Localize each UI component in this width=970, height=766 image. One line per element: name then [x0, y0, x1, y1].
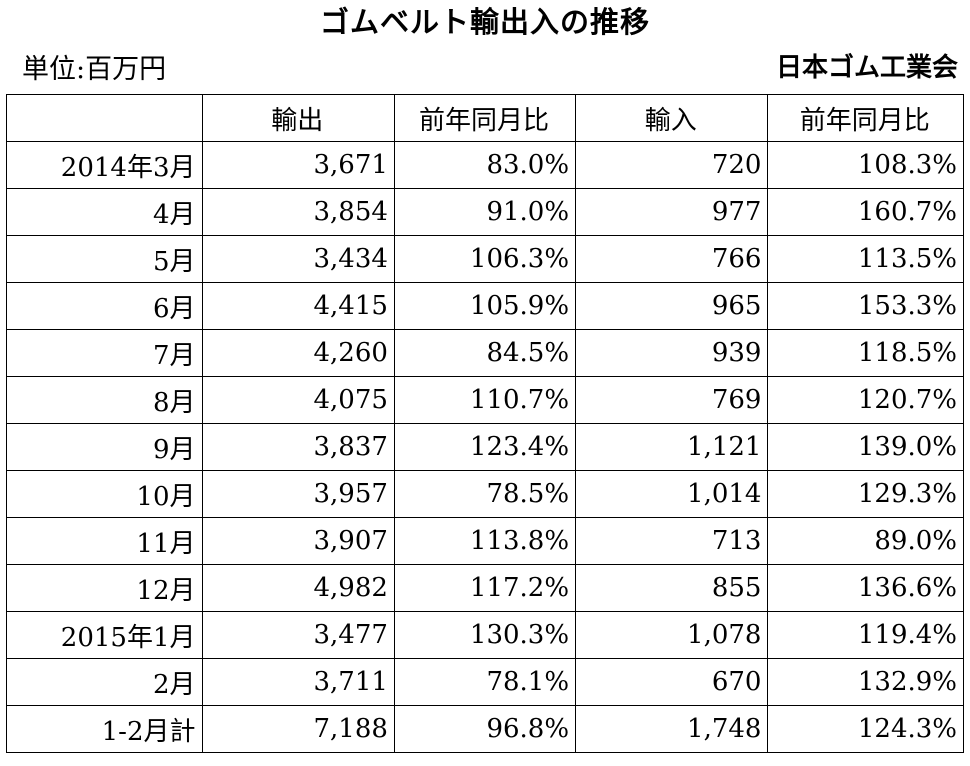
- cell-import: 769: [575, 376, 769, 424]
- cell-period: 4月: [6, 188, 203, 236]
- cell-period: 11月: [6, 517, 203, 565]
- table-row: 2014年3月 3,671 83.0% 720 108.3%: [6, 141, 964, 189]
- cell-import-yoy: 120.7%: [767, 376, 964, 424]
- table-row: 4月 3,854 91.0% 977 160.7%: [6, 188, 964, 236]
- cell-period: 6月: [6, 282, 203, 330]
- cell-import: 1,014: [575, 470, 769, 518]
- table-row: 9月 3,837 123.4% 1,121 139.0%: [6, 423, 964, 471]
- header-row: 輸出 前年同月比 輸入 前年同月比: [6, 94, 964, 142]
- cell-export: 3,907: [201, 517, 395, 565]
- unit-label: 単位:百万円: [22, 54, 167, 85]
- header-cell-import: 輸入: [575, 94, 769, 142]
- cell-export-yoy: 84.5%: [393, 329, 577, 377]
- cell-export: 3,854: [201, 188, 395, 236]
- cell-export: 4,415: [201, 282, 395, 330]
- page-title: ゴムベルト輸出入の推移: [319, 5, 650, 39]
- data-table: 輸出 前年同月比 輸入 前年同月比 2014年3月 3,671 83.0% 720 10…: [6, 94, 964, 753]
- header-cell-import-yoy: 前年同月比: [767, 94, 964, 142]
- cell-import: 1,078: [575, 611, 769, 659]
- cell-export: 3,671: [201, 141, 395, 189]
- cell-import-yoy: 129.3%: [767, 470, 964, 518]
- cell-export-yoy: 78.5%: [393, 470, 577, 518]
- cell-export: 3,837: [201, 423, 395, 471]
- cell-export-yoy: 91.0%: [393, 188, 577, 236]
- table-row: 5月 3,434 106.3% 766 113.5%: [6, 235, 964, 283]
- cell-export: 3,477: [201, 611, 395, 659]
- table-row: 10月 3,957 78.5% 1,014 129.3%: [6, 470, 964, 518]
- table-row: 11月 3,907 113.8% 713 89.0%: [6, 517, 964, 565]
- header-cell-period: [6, 94, 203, 142]
- cell-period: 10月: [6, 470, 203, 518]
- cell-period: 2月: [6, 658, 203, 706]
- cell-export-yoy: 110.7%: [393, 376, 577, 424]
- table-body: 2014年3月 3,671 83.0% 720 108.3% 4月 3,854 91.0% 97…: [6, 141, 964, 753]
- cell-export-yoy: 83.0%: [393, 141, 577, 189]
- cell-import-yoy: 108.3%: [767, 141, 964, 189]
- cell-export-yoy: 113.8%: [393, 517, 577, 565]
- cell-period: 8月: [6, 376, 203, 424]
- cell-import-yoy: 153.3%: [767, 282, 964, 330]
- cell-import-yoy: 132.9%: [767, 658, 964, 706]
- table-row: 7月 4,260 84.5% 939 118.5%: [6, 329, 964, 377]
- cell-export-yoy: 123.4%: [393, 423, 577, 471]
- cell-import: 1,121: [575, 423, 769, 471]
- cell-import-yoy: 160.7%: [767, 188, 964, 236]
- cell-import-yoy: 89.0%: [767, 517, 964, 565]
- cell-period: 12月: [6, 564, 203, 612]
- cell-export-yoy: 106.3%: [393, 235, 577, 283]
- cell-export: 3,711: [201, 658, 395, 706]
- cell-export-yoy: 105.9%: [393, 282, 577, 330]
- cell-import-yoy: 118.5%: [767, 329, 964, 377]
- cell-import: 977: [575, 188, 769, 236]
- cell-export: 4,260: [201, 329, 395, 377]
- cell-import: 670: [575, 658, 769, 706]
- header-cell-export-yoy: 前年同月比: [393, 94, 577, 142]
- cell-export: 3,957: [201, 470, 395, 518]
- table-row: 1-2月計 7,188 96.8% 1,748 124.3%: [6, 705, 964, 753]
- cell-export: 3,434: [201, 235, 395, 283]
- cell-period: 7月: [6, 329, 203, 377]
- table-row: 6月 4,415 105.9% 965 153.3%: [6, 282, 964, 330]
- cell-import-yoy: 119.4%: [767, 611, 964, 659]
- header-cell-export: 輸出: [201, 94, 395, 142]
- cell-import-yoy: 113.5%: [767, 235, 964, 283]
- cell-export: 4,982: [201, 564, 395, 612]
- cell-import: 939: [575, 329, 769, 377]
- cell-export-yoy: 78.1%: [393, 658, 577, 706]
- source-label: 日本ゴム工業会: [775, 53, 958, 83]
- cell-period: 2014年3月: [6, 141, 203, 189]
- table-row: 2月 3,711 78.1% 670 132.9%: [6, 658, 964, 706]
- table-row: 12月 4,982 117.2% 855 136.6%: [6, 564, 964, 612]
- cell-import-yoy: 139.0%: [767, 423, 964, 471]
- cell-import: 1,748: [575, 705, 769, 753]
- cell-period: 9月: [6, 423, 203, 471]
- cell-export-yoy: 96.8%: [393, 705, 577, 753]
- table-row: 2015年1月 3,477 130.3% 1,078 119.4%: [6, 611, 964, 659]
- cell-export-yoy: 117.2%: [393, 564, 577, 612]
- cell-export: 4,075: [201, 376, 395, 424]
- table-row: 8月 4,075 110.7% 769 120.7%: [6, 376, 964, 424]
- cell-import-yoy: 136.6%: [767, 564, 964, 612]
- cell-export-yoy: 130.3%: [393, 611, 577, 659]
- cell-import: 720: [575, 141, 769, 189]
- cell-import-yoy: 124.3%: [767, 705, 964, 753]
- cell-import: 965: [575, 282, 769, 330]
- cell-import: 713: [575, 517, 769, 565]
- cell-period: 2015年1月: [6, 611, 203, 659]
- cell-import: 855: [575, 564, 769, 612]
- cell-period: 5月: [6, 235, 203, 283]
- cell-export: 7,188: [201, 705, 395, 753]
- cell-period: 1-2月計: [6, 705, 203, 753]
- cell-import: 766: [575, 235, 769, 283]
